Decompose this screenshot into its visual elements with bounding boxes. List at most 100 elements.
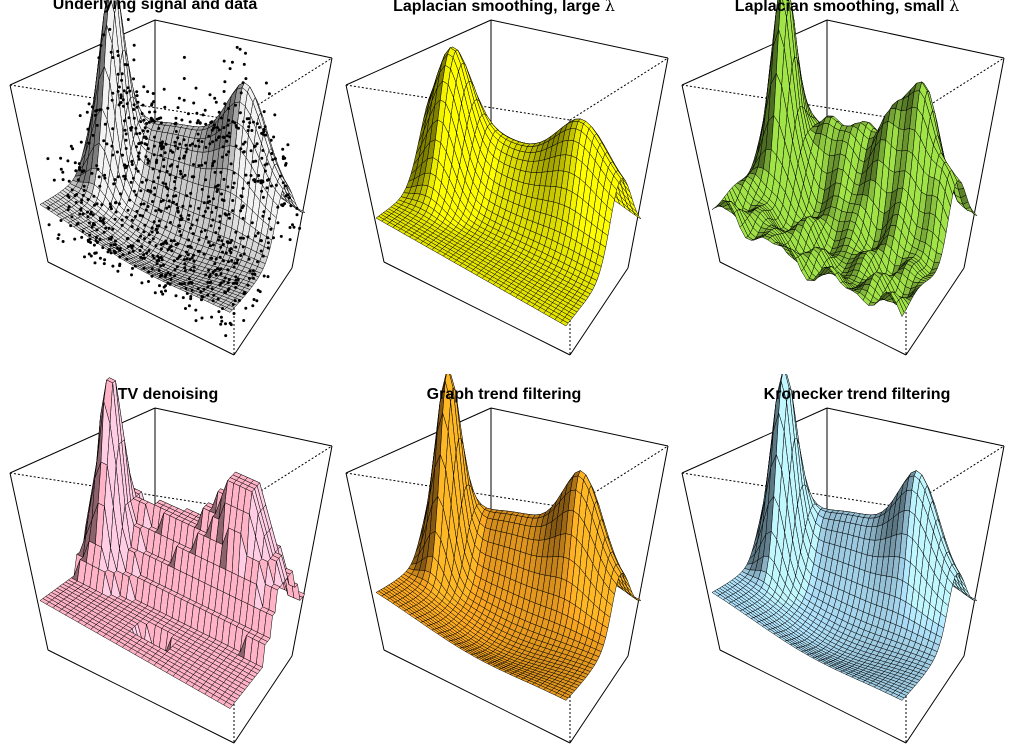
data-point — [124, 166, 128, 170]
data-point — [256, 260, 259, 264]
data-point — [189, 297, 193, 301]
data-point — [227, 118, 231, 122]
data-point — [164, 142, 168, 146]
data-point — [188, 120, 192, 124]
data-point — [108, 27, 112, 31]
data-point — [198, 121, 202, 125]
data-point — [106, 106, 110, 110]
data-point — [151, 167, 155, 171]
data-point — [177, 157, 181, 160]
data-point — [187, 304, 191, 308]
data-point — [69, 224, 73, 228]
data-point — [116, 54, 120, 58]
data-point — [159, 247, 163, 251]
data-point — [195, 111, 199, 115]
data-point — [59, 219, 63, 222]
data-point — [283, 156, 287, 160]
data-point — [162, 285, 166, 289]
data-point — [298, 226, 302, 230]
data-point — [242, 120, 245, 124]
box-edge — [291, 445, 333, 657]
data-point — [159, 209, 163, 213]
data-point — [128, 89, 132, 93]
data-point — [253, 178, 256, 182]
data-point — [87, 102, 91, 106]
data-point — [228, 135, 232, 139]
data-point — [211, 164, 214, 168]
data-point — [187, 238, 191, 242]
data-point — [147, 270, 151, 274]
data-point — [283, 184, 287, 188]
data-point — [140, 281, 144, 285]
data-point — [117, 85, 121, 89]
data-point — [261, 214, 265, 218]
data-point — [176, 147, 180, 150]
data-point — [176, 242, 180, 246]
data-point — [78, 114, 82, 118]
box-edge — [681, 19, 828, 86]
data-point — [107, 237, 111, 241]
data-point — [139, 202, 143, 206]
data-point — [270, 152, 274, 155]
data-point — [192, 269, 196, 273]
data-point — [152, 256, 156, 260]
surface-facet — [711, 205, 722, 210]
data-point — [141, 103, 145, 107]
data-point — [266, 241, 270, 245]
data-point — [120, 218, 124, 222]
data-point — [121, 253, 125, 257]
data-point — [220, 116, 223, 120]
data-point — [151, 200, 154, 203]
data-point — [134, 193, 138, 197]
data-point — [225, 134, 229, 138]
data-point — [166, 194, 170, 197]
data-point — [241, 187, 245, 190]
data-point — [127, 251, 131, 255]
data-point — [209, 244, 212, 248]
data-point — [182, 154, 186, 158]
data-point — [121, 153, 124, 157]
data-point — [219, 245, 223, 249]
data-point — [186, 253, 190, 257]
data-point — [188, 257, 192, 261]
data-point — [208, 142, 212, 146]
data-point — [81, 212, 85, 216]
data-point — [213, 268, 217, 272]
data-point — [183, 266, 187, 270]
data-point — [219, 322, 223, 326]
box-edge — [569, 267, 629, 356]
data-point — [164, 182, 168, 186]
data-point — [238, 236, 242, 240]
data-point — [261, 195, 265, 199]
data-point — [227, 131, 231, 135]
data-point — [281, 181, 285, 185]
data-point — [244, 77, 248, 81]
data-point — [174, 294, 178, 298]
data-point — [207, 134, 211, 138]
data-point — [219, 267, 223, 271]
data-point — [130, 218, 134, 222]
panel-laplacian-large: Laplacian smoothing, large λ — [336, 0, 672, 372]
data-point — [120, 223, 124, 227]
data-point — [221, 135, 225, 139]
data-point — [231, 186, 235, 189]
data-point — [146, 147, 150, 151]
data-point — [88, 233, 92, 237]
data-point — [253, 145, 256, 148]
data-point — [199, 290, 203, 294]
data-points — [46, 18, 302, 338]
data-point — [280, 203, 284, 207]
data-point — [59, 167, 63, 171]
data-point — [161, 140, 164, 144]
box-edge — [345, 84, 385, 263]
box-edge — [627, 57, 669, 269]
data-point — [173, 140, 177, 144]
data-point — [228, 241, 232, 245]
data-point — [211, 140, 215, 144]
data-point — [182, 55, 186, 59]
data-point — [134, 167, 138, 171]
data-point — [203, 161, 207, 165]
data-point — [164, 289, 167, 293]
panel-title: Laplacian smoothing, large λ — [393, 0, 615, 15]
data-point — [87, 221, 91, 225]
